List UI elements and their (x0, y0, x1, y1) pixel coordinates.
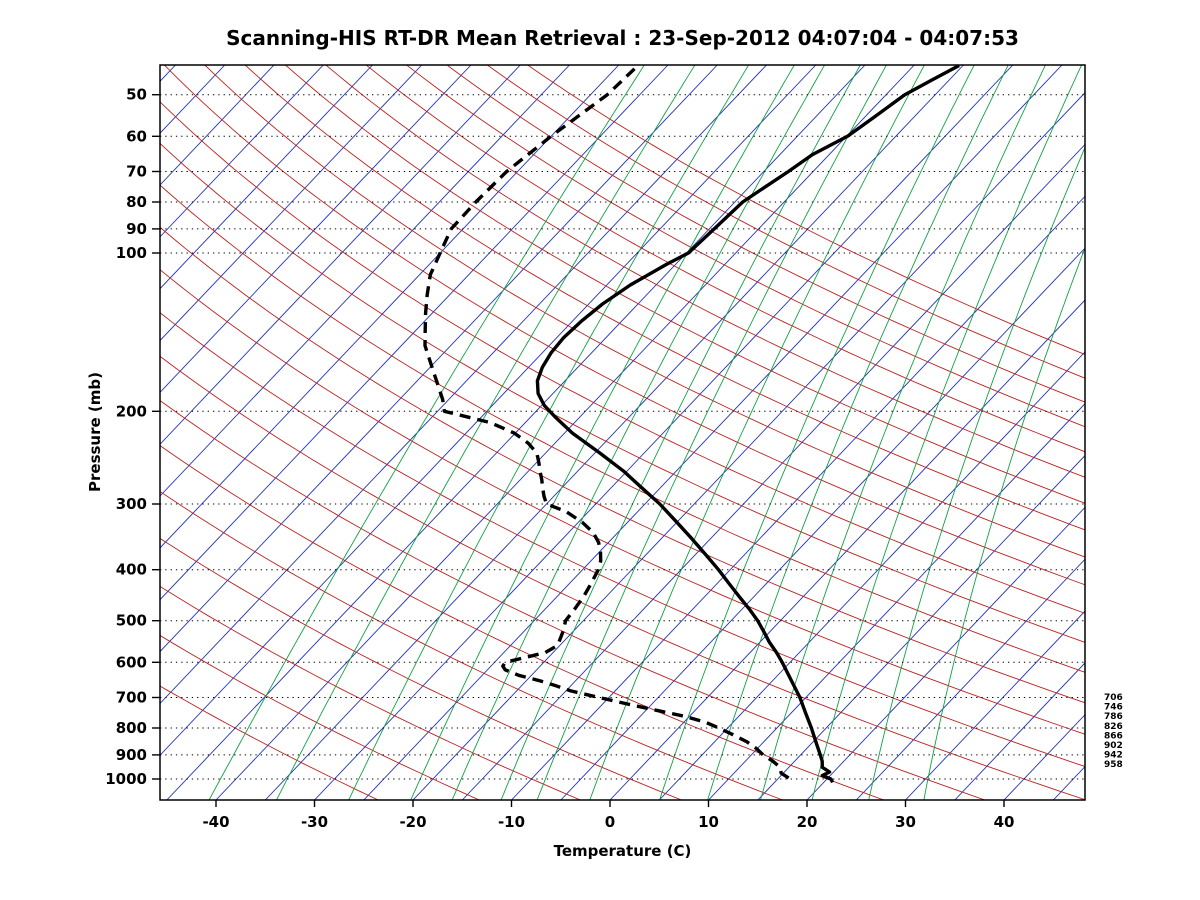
y-tick-label: 100 (116, 244, 147, 262)
y-tick-label: 70 (126, 163, 147, 181)
y-axis-ticks: 50 60 70 80 90 100 200 300 400 500 600 700 800 900 100… (105, 86, 160, 788)
sounding-curves (423, 65, 960, 784)
mixing-ratio-lines (208, 65, 1085, 800)
y-tick-label: 300 (116, 495, 147, 513)
x-tick-label: -30 (301, 813, 328, 831)
x-tick-label: -40 (202, 813, 229, 831)
temperature-curve (535, 65, 960, 784)
plot-frame (159, 64, 1086, 801)
x-tick-label: -10 (498, 813, 525, 831)
y-tick-label: 600 (116, 653, 147, 671)
y-tick-label: 700 (116, 689, 147, 707)
x-tick-label: -20 (399, 813, 426, 831)
y-tick-label: 60 (126, 127, 147, 145)
right-pressure-label: 942 (1104, 751, 1123, 761)
y-tick-label: 400 (116, 561, 147, 579)
right-pressure-label: 826 (1104, 722, 1123, 732)
right-pressure-label: 866 (1104, 731, 1123, 741)
y-tick-label: 500 (116, 612, 147, 630)
x-axis-ticks: -40 -30 -20 -10 0 10 20 30 40 (202, 800, 1014, 831)
y-tick-label: 800 (116, 719, 147, 737)
right-pressure-label: 958 (1104, 760, 1123, 770)
x-tick-label: 10 (698, 813, 719, 831)
x-tick-label: 0 (605, 813, 615, 831)
y-tick-label: 50 (126, 86, 147, 104)
dewpoint-curve (423, 65, 790, 780)
right-pressure-label: 902 (1104, 741, 1123, 751)
y-tick-label: 900 (116, 746, 147, 764)
right-pressure-label: 706 (1104, 693, 1123, 703)
x-tick-label: 40 (994, 813, 1015, 831)
y-tick-label: 80 (126, 193, 147, 211)
chart-title: Scanning-HIS RT-DR Mean Retrieval : 23-S… (226, 26, 1019, 50)
x-axis-label: Temperature (C) (553, 842, 692, 860)
background-lines (160, 65, 1085, 800)
x-tick-label: 20 (797, 813, 818, 831)
y-tick-label: 90 (126, 220, 147, 238)
right-pressure-label: 786 (1104, 712, 1123, 722)
pressure-gridlines (160, 94, 1085, 780)
y-tick-label: 200 (116, 402, 147, 420)
x-tick-label: 30 (895, 813, 916, 831)
y-tick-label: 1000 (105, 770, 147, 788)
right-pressure-label: 746 (1104, 703, 1123, 713)
